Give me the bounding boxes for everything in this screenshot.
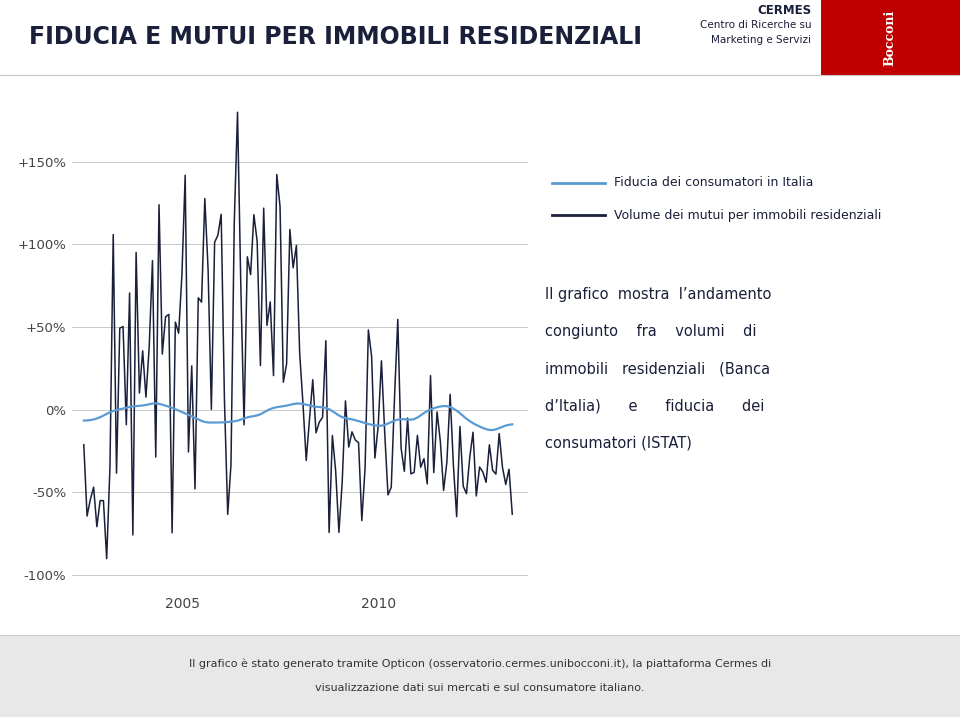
Text: Il grafico è stato generato tramite Opticon (osservatorio.cermes.unibocconi.it),: Il grafico è stato generato tramite Opti…	[189, 658, 771, 669]
Text: d’Italia)      e      fiducia      dei: d’Italia) e fiducia dei	[545, 399, 765, 414]
Text: Fiducia dei consumatori in Italia: Fiducia dei consumatori in Italia	[614, 176, 814, 189]
Text: Marketing e Servizi: Marketing e Servizi	[711, 35, 811, 45]
Text: FIDUCIA E MUTUI PER IMMOBILI RESIDENZIALI: FIDUCIA E MUTUI PER IMMOBILI RESIDENZIAL…	[29, 25, 642, 49]
Text: immobili   residenziali   (Banca: immobili residenziali (Banca	[545, 361, 771, 376]
Text: Volume dei mutui per immobili residenziali: Volume dei mutui per immobili residenzia…	[614, 209, 882, 222]
Text: visualizzazione dati sui mercati e sul consumatore italiano.: visualizzazione dati sui mercati e sul c…	[315, 683, 645, 693]
Text: CERMES: CERMES	[757, 4, 811, 16]
Text: Il grafico  mostra  l’andamento: Il grafico mostra l’andamento	[545, 287, 772, 302]
Text: Bocconi: Bocconi	[884, 9, 897, 66]
Text: congiunto    fra    volumi    di: congiunto fra volumi di	[545, 324, 756, 339]
Text: Centro di Ricerche su: Centro di Ricerche su	[700, 20, 811, 30]
Text: consumatori (ISTAT): consumatori (ISTAT)	[545, 436, 692, 451]
